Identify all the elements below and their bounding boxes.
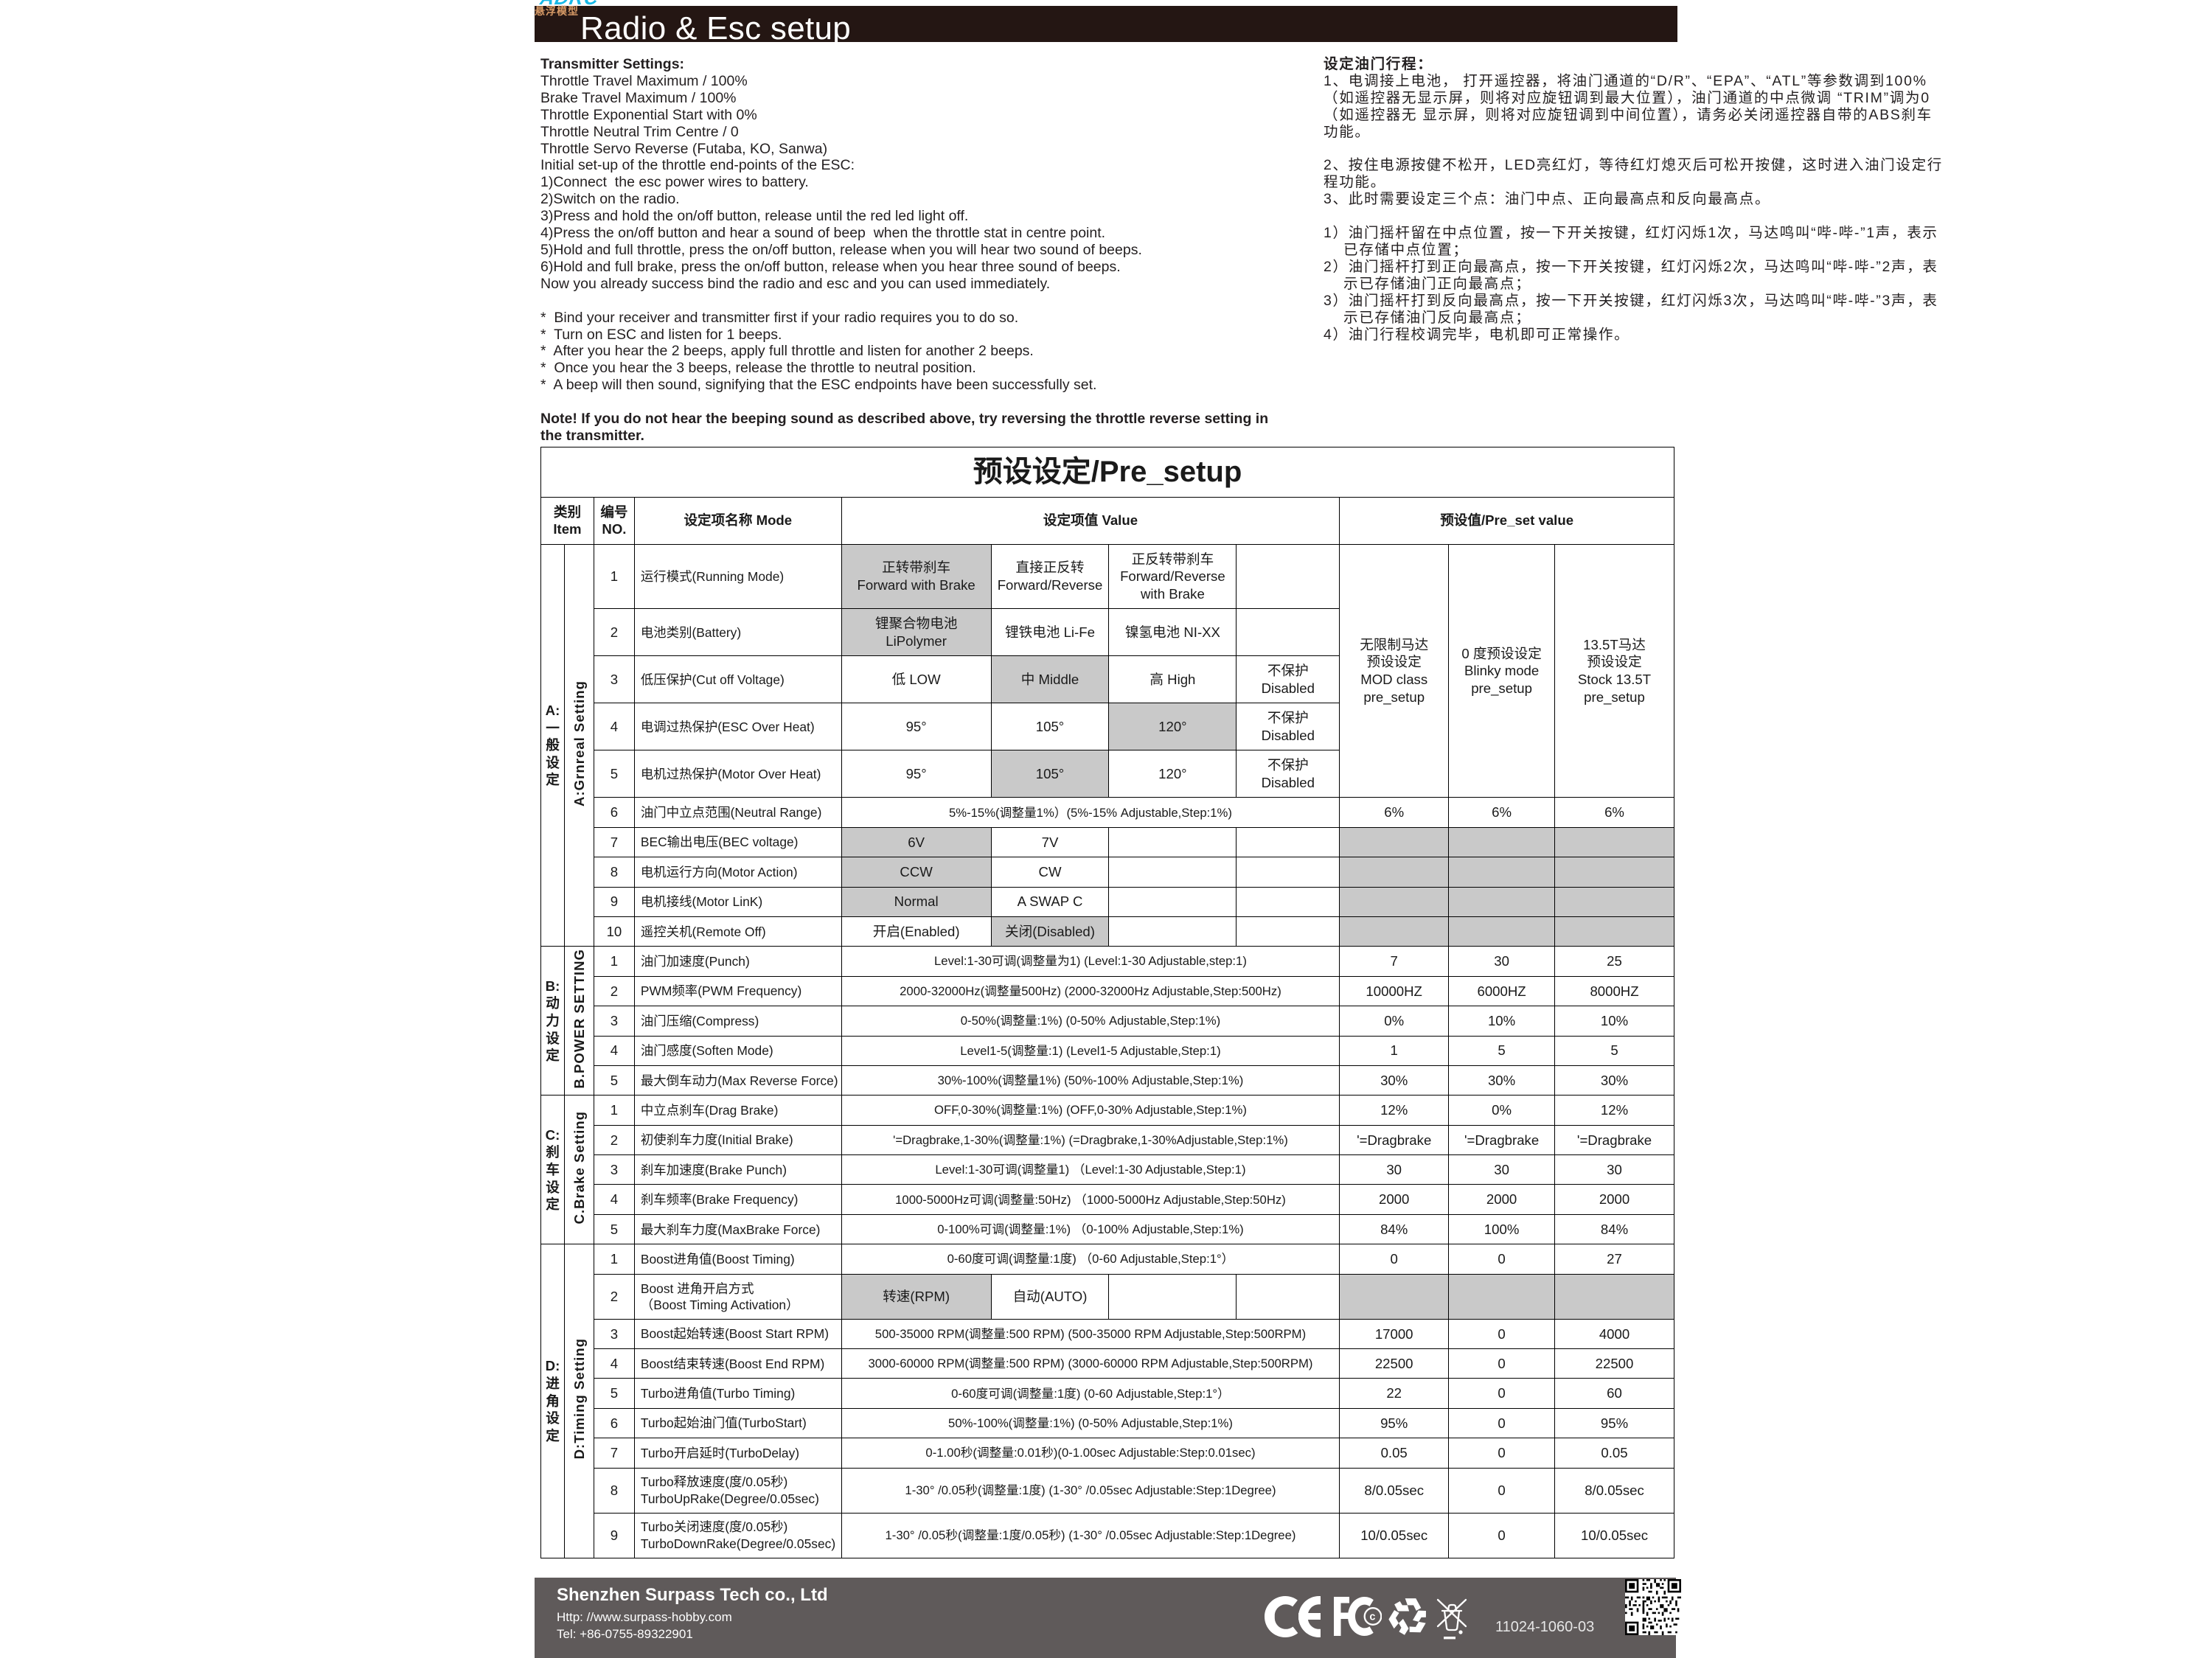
svg-text:c: c bbox=[1369, 1612, 1375, 1623]
